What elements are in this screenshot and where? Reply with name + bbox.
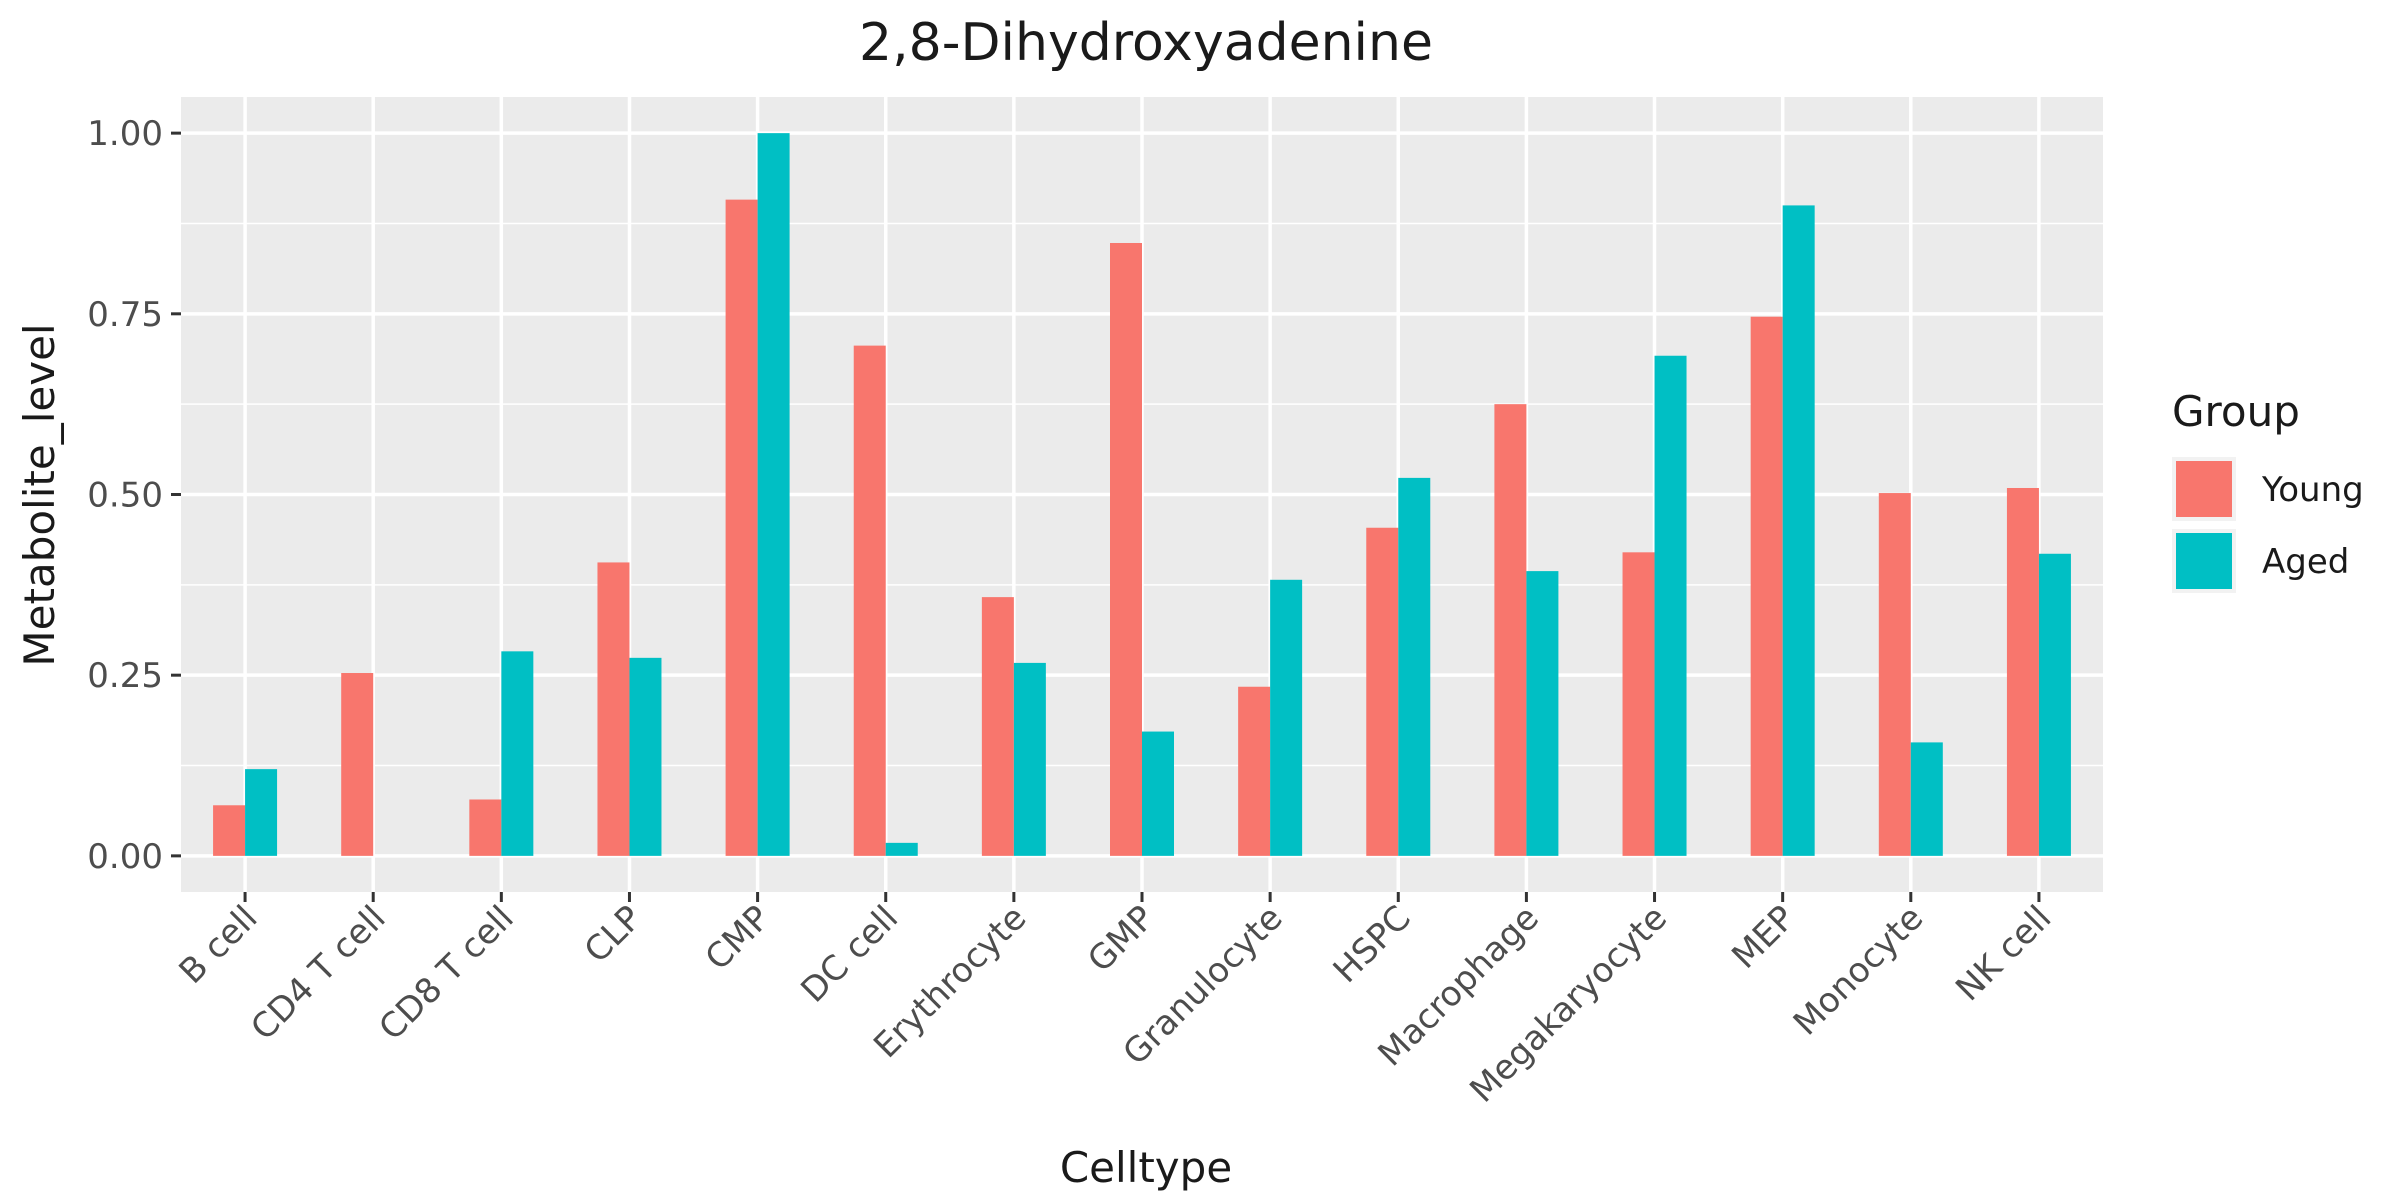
bar	[213, 805, 246, 856]
bar	[853, 345, 886, 856]
bar	[1110, 242, 1142, 856]
y-tick-label: 0.25	[87, 656, 163, 696]
bar	[725, 199, 758, 856]
bar	[1622, 552, 1655, 856]
x-tick-label: Monocyte	[1786, 898, 1931, 1043]
chart-title: 2,8-Dihydroxyadenine	[859, 13, 1433, 73]
bar	[597, 562, 630, 856]
bar	[1782, 205, 1815, 856]
y-tick-label: 0.50	[87, 476, 163, 516]
x-tick-label: DC cell	[794, 898, 907, 1011]
x-tick-label: GMP	[1080, 898, 1162, 980]
bar	[1910, 742, 1943, 856]
y-tick-label: 0.00	[87, 837, 163, 877]
bar	[981, 597, 1014, 856]
legend-title: Group	[2172, 387, 2300, 436]
bar	[1270, 579, 1303, 856]
bar	[1878, 493, 1911, 856]
bar	[1238, 686, 1271, 856]
legend-label: Aged	[2262, 542, 2349, 582]
legend-swatch	[2176, 461, 2232, 517]
legend-label: Young	[2261, 470, 2364, 510]
bar	[1366, 527, 1399, 856]
bar	[245, 769, 278, 856]
x-tick-label: CMP	[698, 898, 778, 978]
bar	[1526, 571, 1559, 856]
bar	[1398, 477, 1431, 856]
x-tick-label: NK cell	[1948, 898, 2059, 1009]
x-tick-label: HSPC	[1326, 898, 1419, 991]
bar	[1142, 731, 1174, 856]
bar	[1750, 316, 1783, 856]
x-tick-label: CD8 T cell	[371, 898, 521, 1048]
bar	[757, 133, 790, 856]
bar	[501, 651, 534, 856]
x-axis-title: Celltype	[1060, 1143, 1232, 1192]
y-axis-title: Metabolite_level	[15, 323, 64, 666]
legend: Group Young Aged	[2172, 387, 2364, 593]
x-tick-label: MEP	[1724, 898, 1803, 977]
x-tick-label: B cell	[172, 898, 266, 992]
bar	[1494, 404, 1527, 856]
y-tick-label: 0.75	[87, 295, 163, 335]
x-tick-label: CLP	[577, 898, 650, 971]
legend-swatch	[2176, 533, 2232, 589]
bar	[1654, 355, 1687, 856]
bar	[2006, 487, 2039, 856]
x-tick-label: CD4 T cell	[243, 898, 393, 1048]
bar	[2038, 553, 2071, 856]
bar	[885, 842, 918, 856]
bar	[1013, 662, 1046, 856]
y-tick-label: 1.00	[87, 114, 163, 154]
bar	[469, 799, 502, 856]
bar	[629, 657, 662, 856]
bar	[341, 673, 374, 856]
